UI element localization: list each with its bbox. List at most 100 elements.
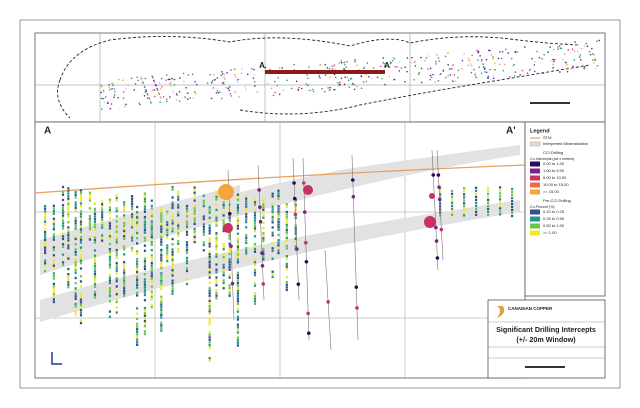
assay-interval — [193, 241, 196, 244]
assay-interval — [115, 280, 118, 283]
assay-interval — [193, 199, 196, 202]
plan-collar — [351, 82, 354, 85]
plan-collar — [108, 88, 111, 91]
assay-interval — [150, 261, 153, 265]
assay-interval — [160, 280, 163, 283]
assay-interval — [171, 188, 174, 191]
assay-interval — [262, 221, 265, 225]
assay-interval — [115, 199, 118, 202]
assay-interval — [208, 229, 211, 232]
plan-collar — [573, 50, 576, 52]
plan-collar — [159, 87, 162, 90]
topography-line — [34, 164, 526, 194]
plan-collar — [487, 77, 489, 79]
assay-interval — [44, 233, 47, 236]
plan-collar — [451, 67, 453, 70]
assay-interval — [136, 283, 139, 287]
plan-collar — [389, 60, 392, 63]
plan-collar — [221, 82, 223, 85]
plan-collar — [327, 87, 329, 89]
assay-interval — [202, 215, 205, 218]
assay-interval — [222, 268, 225, 272]
plan-collar — [150, 102, 152, 105]
plan-collar — [479, 55, 481, 57]
plan-collar — [512, 64, 514, 67]
plan-collar — [383, 65, 386, 67]
plan-collar — [531, 57, 533, 60]
plan-collar — [312, 90, 315, 93]
assay-interval — [130, 200, 134, 203]
assay-interval — [88, 227, 92, 231]
plan-collar — [216, 89, 219, 92]
assay-interval — [215, 213, 218, 217]
assay-interval — [228, 252, 231, 256]
assay-interval — [108, 250, 112, 253]
plan-collar — [362, 81, 365, 83]
assay-interval — [487, 210, 490, 214]
plan-collar — [427, 68, 430, 70]
plan-collar — [485, 71, 488, 74]
assay-interval — [222, 245, 225, 248]
assay-interval — [67, 278, 70, 281]
assay-interval — [236, 250, 240, 254]
assay-interval — [185, 277, 189, 280]
assay-interval — [74, 206, 77, 209]
assay-interval — [79, 314, 83, 317]
assay-interval — [79, 194, 83, 197]
assay-interval — [177, 242, 180, 245]
assay-interval — [215, 232, 218, 235]
plan-collar — [381, 77, 383, 80]
assay-interval — [93, 241, 97, 244]
assay-interval — [236, 206, 240, 209]
plan-collar — [229, 93, 232, 95]
plan-collar — [151, 76, 154, 79]
assay-interval — [222, 271, 225, 274]
assay-interval — [208, 299, 211, 303]
assay-interval — [74, 305, 77, 308]
plan-collar — [533, 70, 536, 73]
assay-interval — [150, 212, 153, 215]
assay-interval — [93, 290, 97, 294]
assay-interval — [52, 272, 55, 275]
plan-collar — [109, 107, 112, 110]
plan-collar — [146, 93, 149, 95]
plan-collar — [542, 72, 545, 74]
assay-interval — [236, 245, 240, 248]
plan-collar — [253, 68, 255, 71]
plan-collar — [144, 88, 147, 91]
assay-interval — [475, 213, 478, 216]
plan-collar — [346, 76, 349, 79]
plan-collar — [347, 79, 350, 82]
assay-interval — [88, 225, 92, 228]
assay-interval — [511, 196, 514, 200]
assay-interval — [52, 217, 55, 220]
assay-interval — [228, 232, 231, 235]
plan-collar — [448, 68, 451, 71]
assay-interval — [171, 227, 174, 230]
plan-collar — [393, 78, 395, 81]
assay-interval — [487, 195, 490, 199]
plan-collar — [350, 77, 353, 80]
plan-collar — [388, 75, 391, 77]
plan-collar — [151, 89, 154, 92]
assay-interval — [108, 201, 112, 204]
assay-interval — [143, 322, 147, 325]
assay-interval — [67, 189, 70, 193]
assay-interval — [44, 259, 47, 262]
intercept — [302, 210, 307, 214]
assay-interval — [44, 241, 47, 244]
plan-collar — [234, 76, 237, 78]
assay-interval — [61, 198, 65, 202]
assay-interval — [79, 295, 83, 299]
assay-interval — [202, 217, 205, 221]
plan-collar — [111, 82, 114, 85]
assay-interval — [193, 230, 196, 233]
assay-interval — [136, 250, 139, 253]
assay-interval — [93, 277, 97, 281]
plan-collar — [368, 76, 370, 78]
plan-collar — [516, 51, 518, 53]
assay-interval — [93, 254, 97, 257]
assay-interval — [160, 256, 163, 259]
assay-interval — [185, 230, 189, 234]
assay-interval — [208, 240, 211, 243]
